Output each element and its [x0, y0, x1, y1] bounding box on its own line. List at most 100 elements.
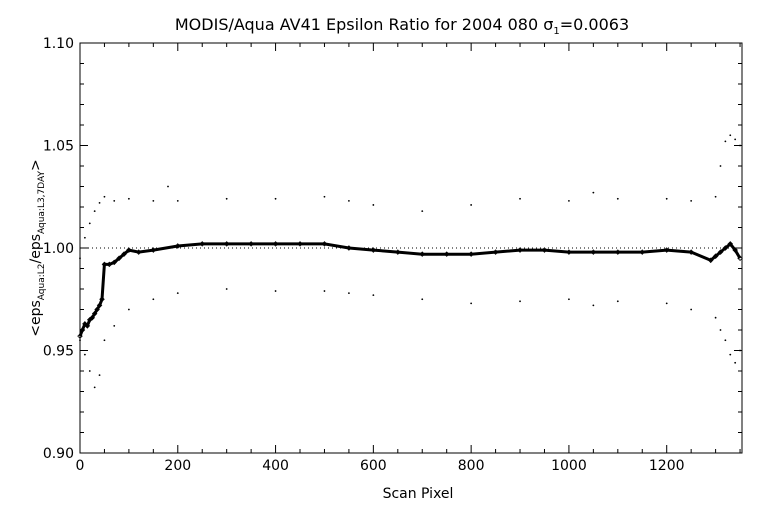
data-point: [348, 292, 350, 294]
x-tick-label: 400: [262, 458, 289, 474]
x-tick-label: 1200: [649, 458, 685, 474]
data-point: [223, 241, 230, 247]
data-point: [297, 241, 303, 247]
data-point: [663, 247, 670, 253]
data-point: [519, 300, 521, 303]
ylabel-sub-l3: Aqua:L3,7DAY: [37, 170, 47, 234]
y-tick-label: 1.10: [43, 36, 74, 52]
data-point: [176, 292, 179, 294]
data-point: [79, 327, 86, 333]
data-point: [225, 197, 228, 200]
data-point: [89, 314, 95, 321]
data-point: [519, 197, 521, 200]
data-point: [568, 199, 570, 202]
y-tick-label: 0.90: [43, 446, 74, 462]
data-point: [592, 191, 595, 194]
title-sigma-subscript: 1: [553, 26, 559, 37]
data-point: [714, 195, 717, 198]
data-point: [77, 333, 83, 339]
data-point: [127, 308, 130, 311]
data-point: [395, 249, 401, 255]
data-point: [106, 261, 113, 268]
series-upper: [79, 134, 741, 260]
y-tick-label: 1.00: [43, 241, 74, 257]
data-point: [88, 222, 91, 225]
data-point: [372, 204, 375, 206]
data-point: [737, 255, 743, 262]
data-point: [732, 247, 738, 253]
data-point: [94, 306, 100, 313]
data-point: [665, 197, 668, 200]
data-point: [615, 249, 621, 255]
data-point: [248, 241, 254, 247]
data-point: [719, 165, 722, 167]
data-point: [274, 197, 277, 200]
data-point: [113, 325, 116, 327]
data-point: [734, 138, 737, 141]
data-point: [88, 370, 91, 372]
title-sigma-value: =0.0063: [560, 15, 629, 34]
data-point: [272, 241, 279, 247]
data-point: [274, 290, 277, 292]
data-point: [93, 210, 96, 213]
ylabel-sub-l2: Aqua:L2: [37, 264, 47, 301]
chart-title: MODIS/Aqua AV41 Epsilon Ratio for 2004 0…: [175, 15, 629, 37]
data-point: [348, 199, 350, 202]
data-point: [126, 247, 132, 253]
data-point: [98, 374, 101, 376]
data-point: [492, 249, 499, 255]
data-point: [167, 185, 169, 188]
title-sigma: σ: [543, 15, 553, 34]
series-mean: [77, 241, 743, 339]
data-point: [566, 249, 572, 255]
data-point: [468, 251, 474, 257]
data-point: [724, 140, 727, 143]
data-point: [152, 298, 155, 301]
data-point: [98, 202, 101, 204]
data-point: [719, 329, 722, 331]
data-point: [116, 255, 122, 262]
data-point: [103, 339, 106, 342]
plot-area: [79, 42, 743, 454]
data-point: [83, 236, 86, 239]
x-tick-label: 600: [360, 458, 387, 474]
data-point: [639, 249, 646, 255]
data-point: [176, 199, 179, 202]
data-point: [690, 199, 693, 202]
data-point: [199, 241, 205, 247]
data-point: [113, 199, 116, 202]
title-main: MODIS/Aqua AV41 Epsilon Ratio for 2004 0…: [175, 15, 543, 34]
data-point: [688, 249, 694, 255]
data-point: [121, 251, 127, 257]
data-point: [729, 134, 732, 137]
data-point: [419, 251, 426, 257]
data-point: [83, 353, 86, 356]
x-tick-label: 800: [458, 458, 485, 474]
data-point: [175, 243, 181, 249]
data-point: [93, 386, 96, 389]
data-point: [722, 245, 729, 251]
data-point: [724, 339, 727, 342]
data-point: [84, 323, 91, 329]
data-point: [370, 247, 377, 253]
data-point: [727, 241, 734, 247]
y-tick-label: 0.95: [43, 344, 74, 360]
data-point: [323, 290, 326, 292]
data-point: [91, 310, 98, 317]
data-point: [712, 253, 719, 259]
series-group: [77, 134, 743, 389]
data-point: [101, 261, 108, 268]
data-point: [470, 302, 473, 305]
series-lower: [79, 288, 741, 389]
data-point: [541, 247, 548, 253]
data-point: [127, 197, 130, 200]
mean-line: [78, 241, 742, 337]
data-point: [421, 210, 424, 213]
ylabel-part-mid: /eps: [28, 234, 44, 264]
data-point: [152, 199, 155, 202]
data-point: [372, 294, 375, 297]
data-point: [111, 259, 117, 266]
data-point: [135, 249, 142, 255]
x-axis-label: Scan Pixel: [383, 486, 454, 502]
data-point: [225, 288, 228, 290]
